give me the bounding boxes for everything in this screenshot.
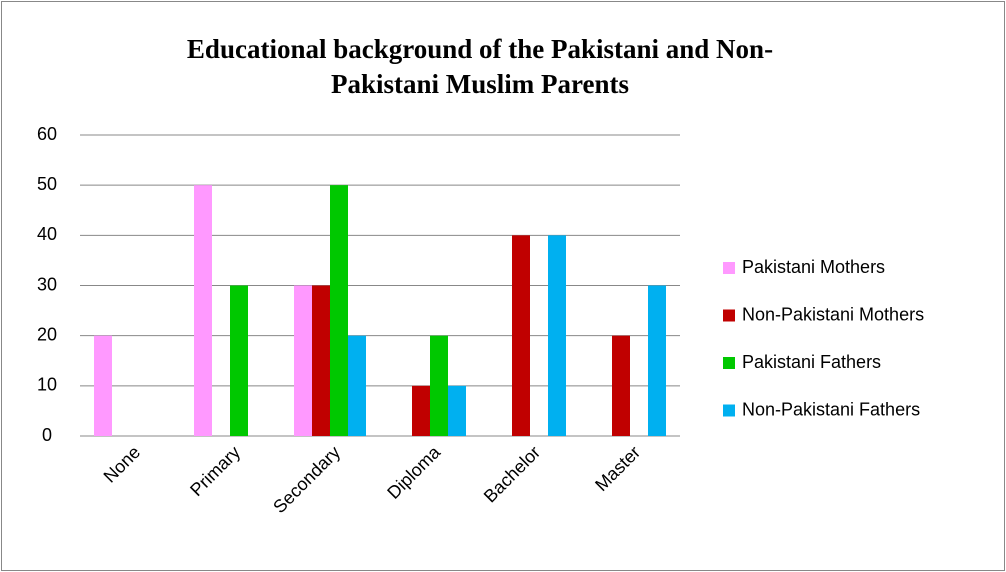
y-tick-label: 20 (37, 324, 57, 344)
y-tick-label: 30 (37, 274, 57, 294)
bar (448, 385, 466, 436)
chart-title: Pakistani Muslim Parents (331, 69, 629, 99)
bar (412, 385, 430, 436)
bar (294, 285, 312, 436)
legend-label: Non-Pakistani Mothers (742, 304, 924, 324)
y-tick-label: 40 (37, 224, 57, 244)
bar (348, 335, 366, 436)
bar (230, 285, 248, 436)
bar (194, 185, 212, 436)
bar (94, 335, 112, 436)
bar (330, 185, 348, 436)
legend-swatch (723, 404, 735, 417)
bar (430, 335, 448, 436)
chart-title: Educational background of the Pakistani … (187, 34, 773, 64)
bar (312, 285, 330, 436)
legend-swatch (723, 357, 735, 369)
y-tick-label: 60 (37, 124, 57, 144)
bar (512, 235, 530, 436)
bar (612, 335, 630, 436)
legend-swatch (723, 309, 735, 322)
bar (548, 235, 566, 436)
legend-label: Pakistani Mothers (742, 257, 885, 277)
y-tick-label: 0 (42, 425, 52, 445)
bar (648, 285, 666, 436)
y-tick-label: 10 (37, 375, 57, 395)
legend-swatch (723, 262, 735, 274)
y-tick-label: 50 (37, 174, 57, 194)
legend-label: Non-Pakistani Fathers (742, 399, 920, 419)
legend-label: Pakistani Fathers (742, 352, 881, 372)
